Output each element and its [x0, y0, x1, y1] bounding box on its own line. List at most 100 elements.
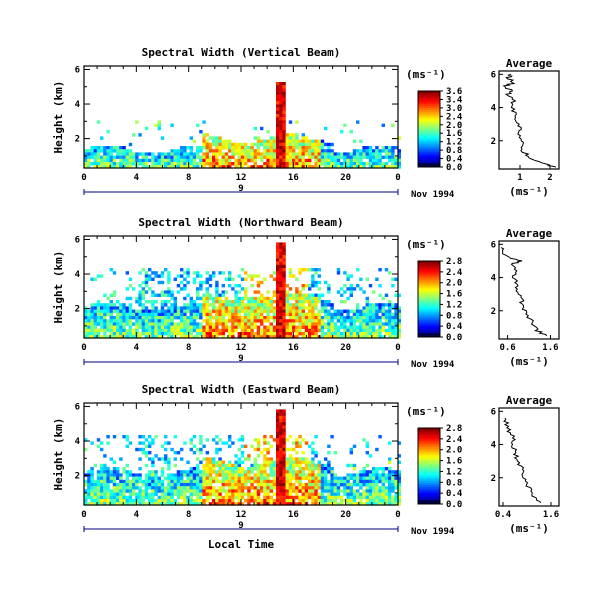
heatmap-cells	[84, 409, 401, 506]
y-axis-label: Height (km)	[52, 418, 65, 491]
x-tick-label: 20	[340, 510, 351, 520]
colorbar: (ms⁻¹)2.82.42.01.61.20.80.40.0	[406, 238, 463, 343]
x-tick-label: 4	[134, 343, 140, 353]
panel-3: Spectral Width (Eastward Beam)0 4 8 12 16 20 0…	[52, 383, 560, 537]
y-axis: 2 4 6 Height (km)	[52, 235, 398, 327]
colorbar-tick-label: 0.8	[446, 311, 462, 321]
x-tick-label: 16	[288, 510, 299, 520]
y-tick-label: 6	[75, 65, 80, 75]
colorbar-tick-label: 1.6	[446, 129, 462, 139]
colorbar-tick-label: 0.0	[446, 333, 462, 343]
colorbar-tick-label: 2.0	[446, 279, 462, 289]
average-profile: Average 2 4 6 0.4 1.6 (ms⁻¹)	[491, 394, 560, 535]
x-tick-label: 12	[236, 343, 247, 353]
x-tick-label: 0	[395, 510, 400, 520]
average-title: Average	[506, 394, 553, 407]
average-x-label: (ms⁻¹)	[509, 355, 549, 368]
colorbar-tick-label: 1.6	[446, 457, 462, 467]
average-frame	[498, 240, 560, 340]
x-tick-label: 0	[81, 173, 86, 183]
colorbar-tick-label: 2.4	[446, 435, 463, 445]
panel-1: Spectral Width (Vertical Beam)0 4 8 12 16 20 0…	[52, 46, 560, 200]
y-tick-label: 6	[75, 402, 80, 412]
x-axis: 0 4 8 12 16 20 0	[81, 403, 401, 520]
x-axis: 0 4 8 12 16 20 0	[81, 236, 401, 353]
day-label: 9	[238, 354, 243, 364]
x-tick-label: 12	[236, 173, 247, 183]
colorbar-tick-label: 2.4	[446, 268, 463, 278]
y-tick-label: 4	[75, 437, 81, 447]
colorbar-tick-label: 3.0	[446, 104, 462, 114]
x-tick-label: 0	[81, 510, 86, 520]
panel-title: Spectral Width (Northward Beam)	[138, 216, 343, 229]
average-x-tick-label: 0.6	[499, 343, 515, 353]
average-x-label: (ms⁻¹)	[509, 185, 549, 198]
colorbar-tick-label: 1.2	[446, 467, 462, 477]
colorbar-tick-label: 3.4	[446, 95, 463, 105]
x-tick-label: 16	[288, 343, 299, 353]
colorbar-tick-label: 0.4	[446, 322, 463, 332]
average-y-tick-label: 6	[491, 240, 496, 250]
x-tick-label: 4	[134, 173, 140, 183]
x-tick-label: 4	[134, 510, 140, 520]
date-axis: 9 Nov 1994	[83, 184, 455, 200]
colorbar-unit: (ms⁻¹)	[406, 68, 446, 81]
colorbar-tick-label: 2.0	[446, 121, 462, 131]
colorbar-unit: (ms⁻¹)	[406, 405, 446, 418]
y-tick-label: 6	[75, 235, 80, 245]
average-y-tick-label: 6	[491, 70, 496, 80]
panel-2: Spectral Width (Northward Beam)0 4 8 12 16 20…	[52, 216, 560, 370]
date-label: Nov 1994	[411, 190, 455, 200]
average-y-tick-label: 6	[491, 407, 496, 417]
average-y-tick-label: 2	[491, 307, 496, 317]
average-frame	[498, 407, 560, 507]
average-title: Average	[506, 57, 553, 70]
colorbar-tick-label: 2.8	[446, 257, 462, 267]
average-y-tick-label: 4	[491, 104, 497, 114]
average-x-tick-label: 1.6	[543, 510, 559, 520]
heatmap-cells	[84, 242, 401, 339]
colorbar-tick-label: 0.4	[446, 155, 463, 165]
date-axis: 9 Nov 1994	[83, 521, 455, 537]
panel-title: Spectral Width (Eastward Beam)	[142, 383, 341, 396]
colorbar: (ms⁻¹)2.82.42.01.61.20.80.40.0	[406, 405, 463, 510]
y-axis: 2 4 6 Height (km)	[52, 65, 398, 157]
y-axis-label: Height (km)	[52, 81, 65, 154]
average-x-label: (ms⁻¹)	[509, 522, 549, 535]
colorbar-tick-label: 2.0	[446, 446, 462, 456]
x-tick-label: 20	[340, 343, 351, 353]
heatmap-cells	[84, 82, 401, 169]
average-y-tick-label: 4	[491, 441, 497, 451]
x-tick-label: 0	[395, 173, 400, 183]
average-y-tick-label: 4	[491, 274, 497, 284]
x-tick-label: 16	[288, 173, 299, 183]
date-label: Nov 1994	[411, 360, 455, 370]
colorbar-tick-label: 0.4	[446, 489, 463, 499]
y-tick-label: 2	[75, 472, 80, 482]
average-frame	[498, 70, 560, 170]
y-tick-label: 4	[75, 100, 81, 110]
average-x-tick-label: 1	[517, 173, 522, 183]
colorbar-tick-label: 0.0	[446, 163, 462, 173]
day-label: 9	[238, 521, 243, 531]
colorbar-tick-label: 1.6	[446, 290, 462, 300]
average-line	[503, 417, 542, 504]
colorbar-tick-label: 0.8	[446, 478, 462, 488]
average-profile: Average 2 4 6 1 2 (ms⁻¹)	[491, 57, 560, 198]
x-tick-label: 12	[236, 510, 247, 520]
y-tick-label: 4	[75, 270, 81, 280]
colorbar: (ms⁻¹)3.63.43.02.42.01.61.20.80.40.0	[406, 68, 463, 173]
x-tick-label: 8	[186, 343, 191, 353]
x-tick-label: 0	[81, 343, 86, 353]
colorbar-tick-label: 0.8	[446, 146, 462, 156]
average-x-tick-label: 2	[547, 173, 552, 183]
x-tick-label: 20	[340, 173, 351, 183]
colorbar-tick-label: 0.0	[446, 500, 462, 510]
average-title: Average	[506, 227, 553, 240]
colorbar-tick-label: 1.2	[446, 300, 462, 310]
colorbar-tick-label: 3.6	[446, 87, 462, 97]
date-axis: 9 Nov 1994	[83, 354, 455, 370]
colorbar-tick-label: 1.2	[446, 138, 462, 148]
average-profile: Average 2 4 6 0.6 1.6 (ms⁻¹)	[491, 227, 560, 368]
